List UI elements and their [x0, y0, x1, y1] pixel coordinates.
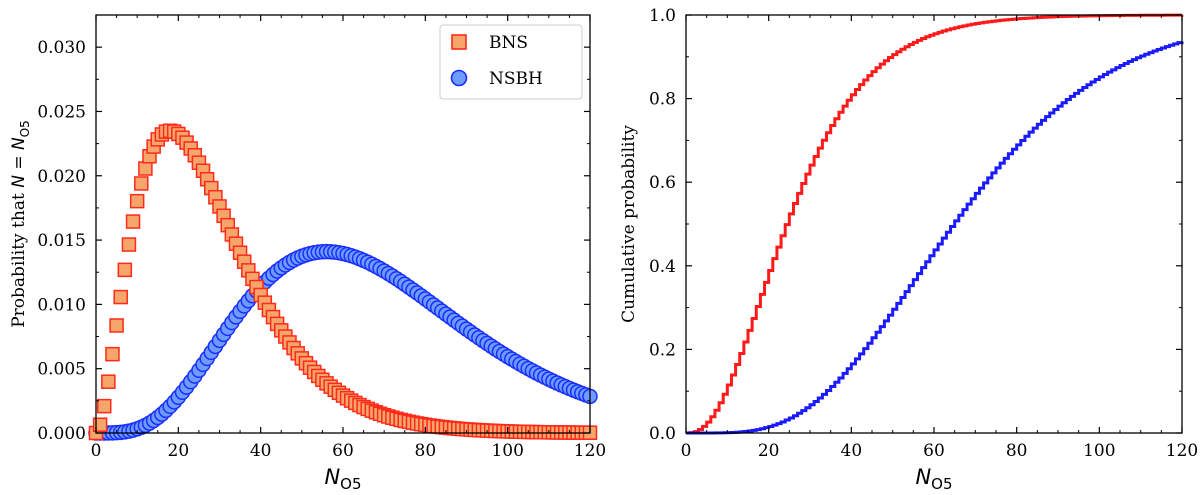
left-y-tick-label: 0.025: [37, 102, 86, 122]
left-y-tick-label: 0.010: [37, 295, 86, 315]
right-x-tick-label: 20: [758, 441, 780, 461]
right-x-axis-label: NO5: [915, 465, 952, 493]
right-y-tick-label: 0.2: [649, 340, 676, 360]
left-y-tick-label: 0.015: [37, 231, 86, 251]
right-x-tick-label: 100: [1083, 441, 1115, 461]
left-x-tick-label: 120: [574, 441, 606, 461]
right-plot-frame: [685, 14, 1183, 434]
legend-box: [439, 24, 583, 100]
left-x-tick-label: 80: [415, 441, 437, 461]
bns-marker: [105, 346, 120, 362]
legend-bns-marker: [451, 34, 467, 50]
right-chart: 0 20 40 60 80 100 120 0.0 0.2 0.4 0.6 0.8 1.0 Cumula…: [619, 6, 1198, 493]
legend-nsbh-label: NSBH: [489, 69, 543, 89]
left-x-tick-label: 100: [491, 441, 523, 461]
left-data-markers: [88, 123, 598, 441]
left-y-tick-label: 0.005: [37, 360, 86, 380]
bns-marker: [113, 289, 128, 305]
right-y-tick-label: 0.4: [649, 257, 676, 277]
right-y-tick-label: 1.0: [649, 6, 676, 26]
bns-cumulative-line: [686, 13, 1184, 435]
nsbh-cumulative-line: [686, 41, 1184, 435]
right-y-tick-label: 0.6: [649, 173, 676, 193]
bns-marker: [109, 318, 124, 333]
bns-marker: [121, 237, 137, 252]
right-x-tick-label: 80: [1006, 441, 1028, 461]
right-data-lines: [686, 13, 1184, 435]
bns-marker: [129, 193, 145, 209]
bns-marker: [117, 262, 133, 278]
left-axis-ticks: 0 20 40 60 80 100 120 0.000 0.005 0.010 0.015 0.020…: [37, 14, 606, 461]
right-axis-ticks: 0 20 40 60 80 100 120 0.0 0.2 0.4 0.6 0.8 1.0: [649, 6, 1198, 461]
left-y-tick-label: 0.030: [37, 38, 86, 58]
bns-marker: [134, 176, 149, 191]
right-y-tick-label: 0.0: [649, 424, 676, 444]
bns-marker: [96, 398, 112, 414]
left-y-tick-label: 0.020: [37, 167, 86, 187]
right-y-tick-label: 0.8: [649, 90, 676, 110]
left-y-tick-label: 0.000: [37, 424, 86, 444]
left-y-axis-label: Probability that N = NO5: [9, 120, 32, 328]
right-x-tick-label: 40: [841, 441, 863, 461]
left-x-tick-label: 0: [91, 441, 102, 461]
right-x-tick-label: 120: [1166, 441, 1198, 461]
left-x-tick-label: 20: [168, 441, 190, 461]
legend-nsbh-marker: [450, 69, 468, 87]
right-y-axis-label: Cumulative probability: [619, 125, 639, 323]
left-chart: 0 20 40 60 80 100 120 0.000 0.005 0.010 0.015 0.020…: [9, 14, 606, 493]
bns-marker: [101, 374, 116, 389]
bns-marker: [92, 417, 108, 432]
legend-bns-label: BNS: [489, 33, 528, 53]
left-x-tick-label: 60: [332, 441, 354, 461]
right-x-tick-label: 60: [923, 441, 945, 461]
left-x-axis-label: NO5: [324, 465, 361, 493]
left-x-tick-label: 40: [250, 441, 272, 461]
bns-marker: [138, 161, 153, 176]
legend: BNS NSBH: [439, 24, 583, 100]
right-x-tick-label: 0: [681, 441, 692, 461]
bns-marker: [125, 214, 141, 229]
